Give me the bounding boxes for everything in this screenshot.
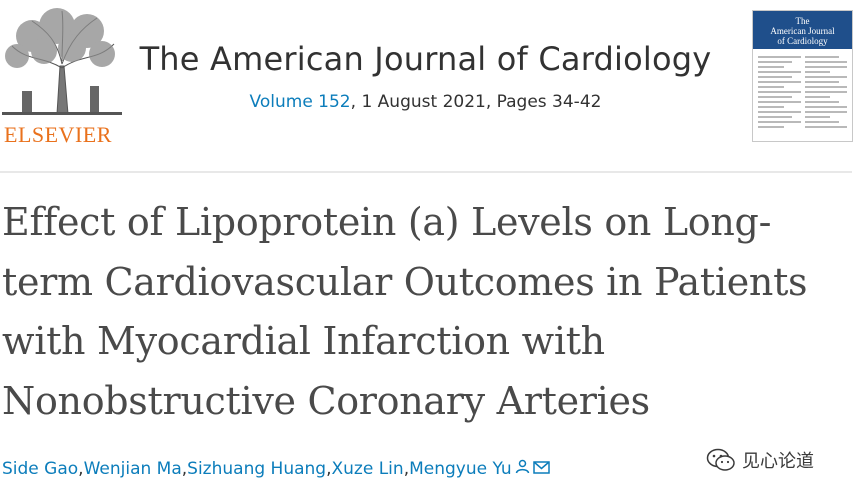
- publisher-logo[interactable]: ELSEVIER: [2, 6, 122, 147]
- author-link[interactable]: Sizhuang Huang: [187, 459, 327, 479]
- cover-title-line: American Journal: [770, 26, 835, 36]
- person-icon[interactable]: [515, 459, 530, 479]
- cover-contents: [753, 49, 852, 135]
- issue-line: Volume 152, 1 August 2021, Pages 34-42: [0, 92, 861, 112]
- envelope-icon[interactable]: [532, 459, 550, 479]
- author-link[interactable]: Side Gao: [2, 459, 79, 479]
- journal-title[interactable]: The American Journal of Cardiology: [0, 40, 861, 78]
- author-separator: ,: [181, 459, 188, 479]
- article-title-line: with Myocardial Infarction with: [2, 319, 605, 363]
- author-separator: ,: [78, 459, 84, 479]
- author-link[interactable]: Xuze Lin: [331, 459, 404, 479]
- elsevier-wordmark: ELSEVIER: [4, 122, 112, 147]
- author-list: Side Gao, Wenjian Ma, Sizhuang Huang, Xu…: [2, 459, 550, 479]
- watermark-text: 见心论道: [742, 451, 814, 472]
- header-divider: [0, 171, 852, 173]
- wechat-watermark: 见心论道: [706, 447, 814, 473]
- cover-title-line: of Cardiology: [777, 36, 828, 46]
- wechat-icon: [706, 448, 735, 471]
- author-separator: ,: [403, 459, 410, 479]
- article-title: Effect of Lipoprotein (a) Levels on Long…: [2, 193, 852, 431]
- elsevier-tree-icon: [2, 8, 122, 115]
- cover-masthead: The American Journal of Cardiology: [753, 11, 852, 49]
- article-title-line: Nonobstructive Coronary Arteries: [2, 378, 650, 423]
- article-title-line: Effect of Lipoprotein (a) Levels on Long…: [2, 200, 772, 244]
- author-separator: ,: [326, 459, 332, 479]
- author-link[interactable]: Mengyue Yu: [409, 459, 512, 479]
- issue-date-pages: , 1 August 2021, Pages 34-42: [350, 92, 602, 112]
- journal-cover-thumbnail[interactable]: The American Journal of Cardiology: [752, 10, 853, 142]
- article-title-line: term Cardiovascular Outcomes in Patients: [2, 259, 808, 304]
- author-link[interactable]: Wenjian Ma: [83, 459, 182, 479]
- volume-link[interactable]: Volume 152: [249, 92, 351, 112]
- journal-title-text[interactable]: The American Journal of Cardiology: [139, 40, 712, 78]
- cover-title-line: The: [795, 16, 810, 26]
